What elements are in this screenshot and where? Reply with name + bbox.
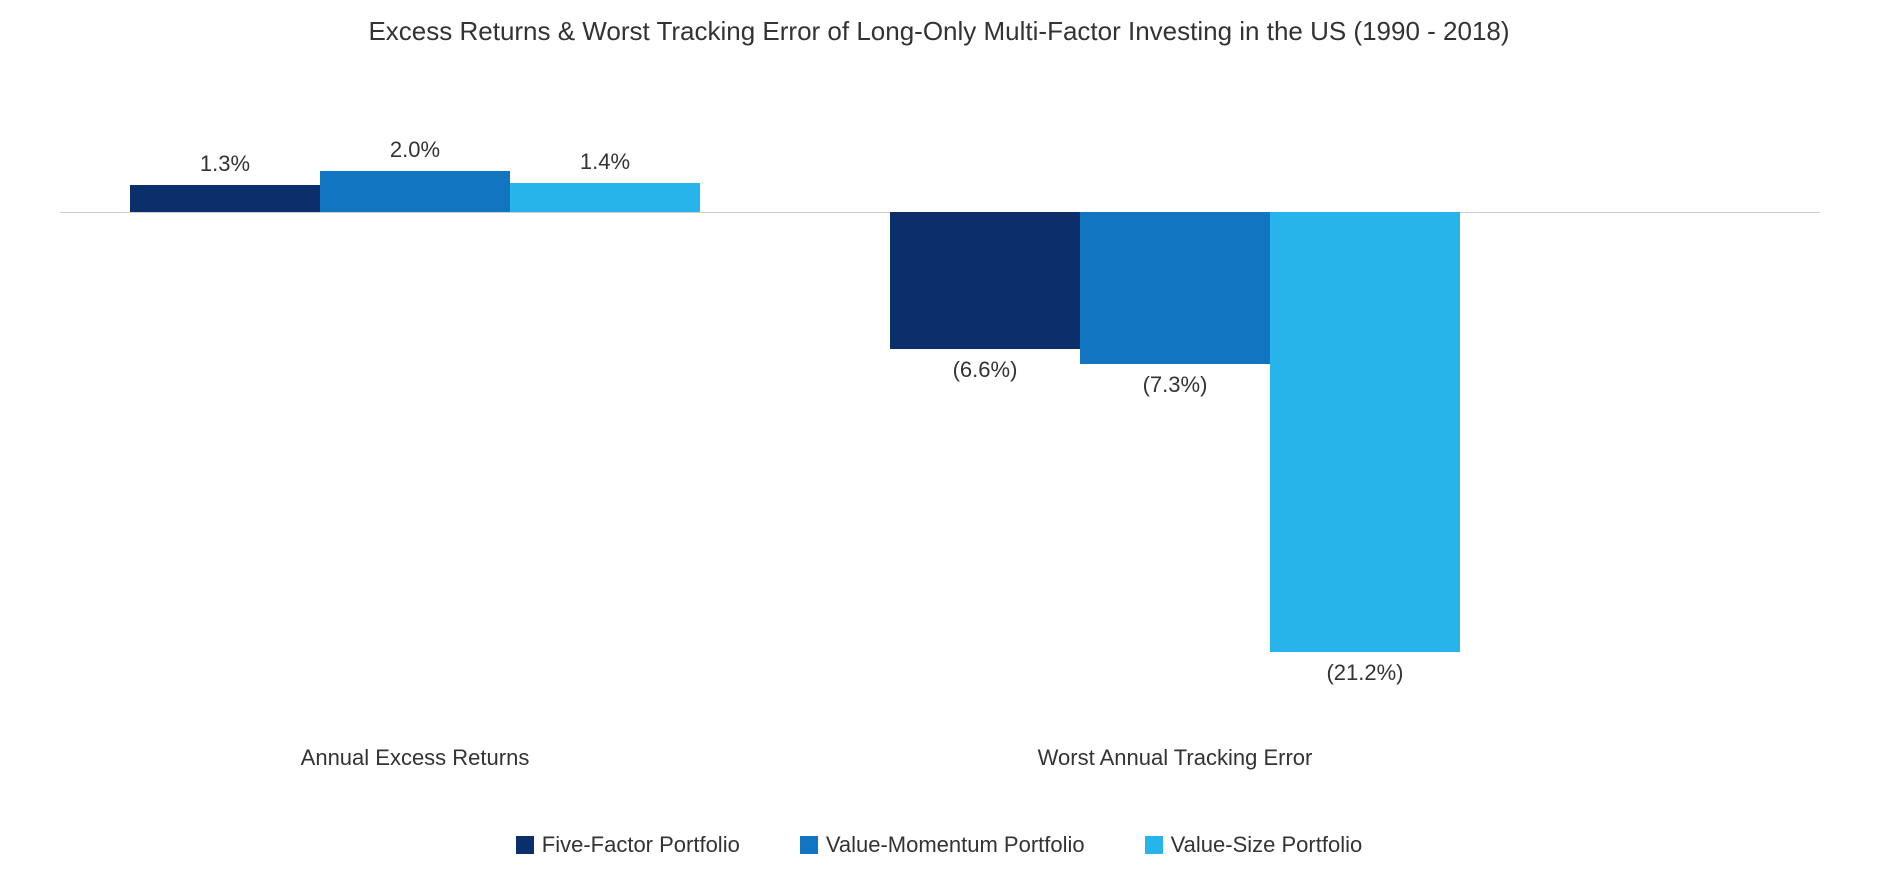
data-label: 2.0% [320,137,510,163]
legend-item-five-factor: Five-Factor Portfolio [516,832,740,858]
data-label: (21.2%) [1270,660,1460,686]
bar [1080,212,1270,363]
data-label: 1.3% [130,151,320,177]
legend-swatch-icon [1145,836,1163,854]
category-label: Annual Excess Returns [130,745,700,771]
legend-item-value-momentum: Value-Momentum Portfolio [800,832,1085,858]
category-label: Worst Annual Tracking Error [890,745,1460,771]
legend-swatch-icon [516,836,534,854]
bar [320,171,510,212]
legend-label: Value-Size Portfolio [1171,832,1363,858]
plot-area: 1.3%2.0%1.4%Annual Excess Returns(6.6%)(… [60,150,1820,710]
data-label: (6.6%) [890,357,1080,383]
bar [510,183,700,212]
legend-swatch-icon [800,836,818,854]
chart-container: Excess Returns & Worst Tracking Error of… [0,0,1878,886]
data-label: (7.3%) [1080,372,1270,398]
bar [130,185,320,212]
chart-title: Excess Returns & Worst Tracking Error of… [0,16,1878,47]
bar [1270,212,1460,652]
data-label: 1.4% [510,149,700,175]
legend-label: Value-Momentum Portfolio [826,832,1085,858]
bar [890,212,1080,349]
legend-label: Five-Factor Portfolio [542,832,740,858]
legend-item-value-size: Value-Size Portfolio [1145,832,1363,858]
legend: Five-Factor Portfolio Value-Momentum Por… [0,832,1878,858]
